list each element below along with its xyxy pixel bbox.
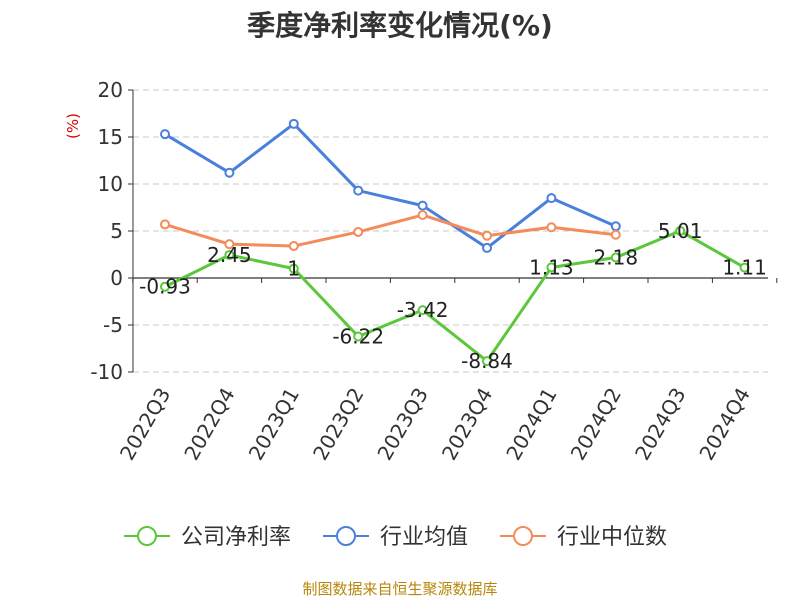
legend-label: 行业均值: [380, 525, 468, 550]
y-tick-label: -10: [90, 360, 123, 384]
data-point: [610, 229, 621, 240]
legend-marker: [336, 526, 356, 546]
y-tick-label: 5: [110, 219, 123, 243]
y-tick-label: 20: [98, 78, 123, 102]
y-tick-label: -5: [103, 313, 123, 337]
data-point: [288, 118, 299, 129]
data-point: [610, 252, 621, 263]
axes: 20 15 10 5 0 -5 -10 (%) 2022Q3 2022Q4 2023Q1 2023Q2…: [64, 78, 778, 465]
data-point: [482, 242, 492, 253]
source-note: 制图数据来自恒生聚源数据库: [302, 580, 498, 598]
series-line-0: [164, 229, 746, 363]
chart-title: 季度净利率变化情况(%): [247, 9, 553, 42]
data-point: [739, 262, 750, 273]
series-lines: [160, 118, 750, 367]
x-tick-label: 2022Q4: [179, 384, 239, 465]
x-tick-label: 2024Q1: [501, 384, 561, 465]
data-point: [353, 331, 364, 342]
x-tick-label: 2024Q2: [566, 384, 626, 465]
legend-label: 行业中位数: [557, 525, 667, 550]
data-label: -8.84: [461, 349, 513, 373]
data-point: [610, 221, 621, 232]
data-label: -0.93: [139, 275, 191, 299]
x-tick-label: 2023Q1: [244, 384, 304, 465]
x-tick-label: 2023Q3: [372, 384, 432, 465]
y-axis-label: (%): [64, 113, 82, 139]
data-point: [546, 222, 557, 233]
data-point: [224, 167, 235, 178]
y-tick-label: 10: [98, 172, 123, 196]
x-tick-label: 2023Q4: [437, 384, 497, 465]
legend-marker: [513, 526, 533, 546]
data-label: 2.18: [594, 246, 639, 270]
data-point: [353, 226, 364, 237]
data-point: [546, 193, 557, 204]
series-line-2: [164, 213, 616, 248]
data-point: [353, 185, 364, 196]
data-point: [160, 281, 170, 292]
data-point: [417, 210, 428, 221]
series-line-1: [164, 122, 617, 250]
x-tick-label: 2024Q4: [694, 384, 754, 465]
data-point: [417, 305, 428, 316]
y-tick-label: 15: [98, 125, 123, 149]
grid-lines: [133, 89, 768, 373]
data-point: [160, 219, 170, 230]
data-label: -3.42: [397, 298, 449, 322]
data-point: [482, 356, 492, 367]
data-point: [160, 129, 170, 140]
data-point: [224, 249, 235, 260]
y-tick-label: 0: [110, 266, 123, 290]
legend-label: 公司净利率: [181, 525, 291, 550]
data-point: [482, 230, 492, 241]
x-tick-label: 2024Q3: [630, 384, 690, 465]
data-label: -6.22: [332, 324, 384, 348]
data-point: [288, 241, 299, 252]
data-point: [675, 225, 686, 236]
data-label: 1.13: [529, 255, 574, 279]
x-tick-label: 2023Q2: [308, 384, 368, 465]
data-label: 5.01: [658, 219, 703, 243]
data-point: [546, 262, 557, 273]
data-label: 1.11: [722, 256, 767, 280]
data-point: [417, 200, 428, 211]
data-point: [224, 239, 235, 250]
x-tick-label: 2022Q3: [115, 384, 175, 465]
data-point: [288, 263, 299, 274]
legend-marker: [137, 526, 157, 546]
data-label: 2.45: [207, 243, 252, 267]
data-label: 1: [287, 257, 300, 281]
data-labels: -0.93 2.45 1 -6.22 -3.42 -8.84 1.13 2.18 5.01 1.1…: [139, 219, 767, 373]
legend: 公司净利率 行业均值 行业中位数: [124, 525, 667, 550]
